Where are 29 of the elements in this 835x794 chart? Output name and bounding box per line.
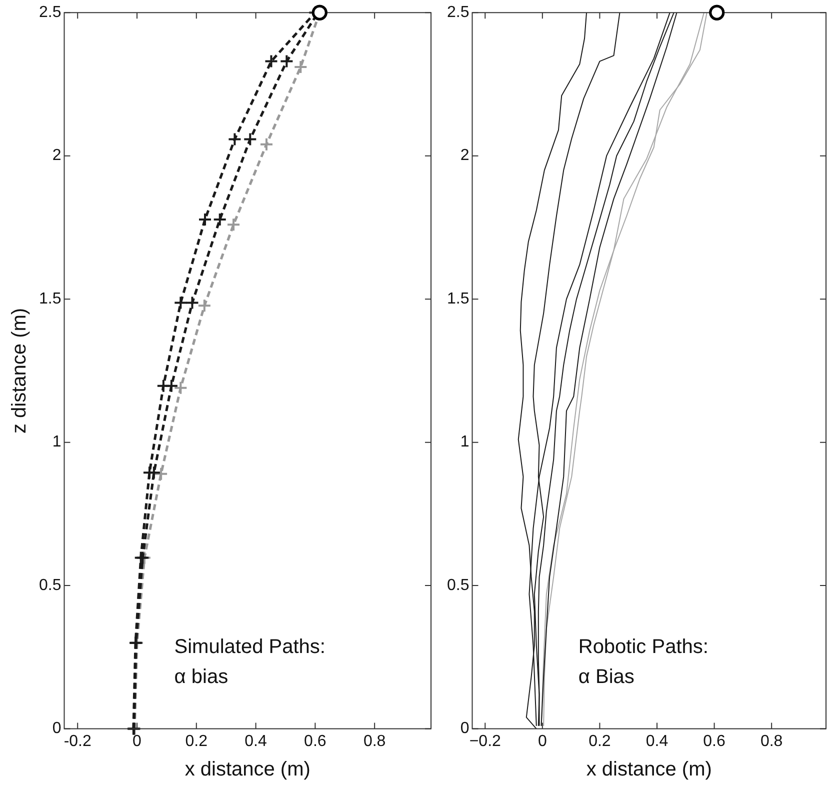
y-tick-label: 2 xyxy=(460,147,470,164)
y-tick-label: 0 xyxy=(52,720,62,738)
x-tick-label: 0.8 xyxy=(760,732,783,750)
x-tick-label: -0.2 xyxy=(64,732,92,750)
y-tick-label: 1.5 xyxy=(38,290,62,308)
x-axis-title: x distance (m) xyxy=(586,758,712,781)
x-tick-label: 0 xyxy=(132,732,142,750)
y-tick-label: 1.5 xyxy=(446,290,470,308)
annotation: Simulated Paths: α bias xyxy=(174,636,326,688)
y-tick-label: 2.5 xyxy=(38,4,62,22)
y-tick-label: 0 xyxy=(460,720,470,738)
x-tick-label: 0.8 xyxy=(363,732,386,750)
y-tick-label: 0.5 xyxy=(446,576,470,594)
annotation: Robotic Paths: α Bias xyxy=(578,636,708,688)
y-tick-label: 2.5 xyxy=(446,4,470,22)
y-tick-label: 0.5 xyxy=(38,576,62,594)
x-tick-label: 0.2 xyxy=(185,732,208,750)
x-tick-label: 0.4 xyxy=(646,732,668,750)
x-tick-label: 0.6 xyxy=(703,732,726,750)
x-tick-label: −0.2 xyxy=(469,732,502,750)
x-tick-label: 0.4 xyxy=(244,732,268,750)
y-axis-title: z distance (m) xyxy=(8,308,31,434)
y-tick-label: 1 xyxy=(52,434,62,451)
x-tick-label: 0.6 xyxy=(304,732,326,750)
x-axis-title: x distance (m) xyxy=(184,758,310,781)
x-tick-label: 0.2 xyxy=(588,732,611,750)
x-tick-label: 0 xyxy=(538,732,547,750)
y-tick-label: 2 xyxy=(52,147,62,164)
y-tick-label: 1 xyxy=(460,434,470,451)
